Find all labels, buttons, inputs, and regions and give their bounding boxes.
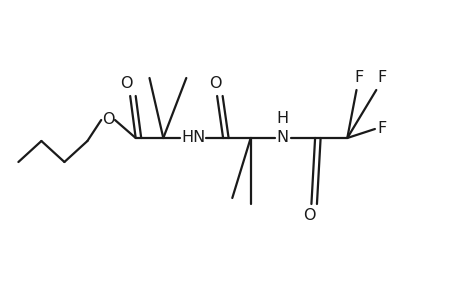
Text: N: N: [276, 130, 288, 146]
Text: H: H: [276, 111, 288, 126]
Text: O: O: [302, 208, 315, 224]
Text: HN: HN: [181, 130, 205, 146]
Text: O: O: [208, 76, 221, 92]
Text: F: F: [376, 122, 386, 136]
Text: F: F: [376, 70, 386, 86]
Text: O: O: [101, 112, 114, 128]
Text: F: F: [353, 70, 363, 86]
Text: O: O: [120, 76, 133, 92]
